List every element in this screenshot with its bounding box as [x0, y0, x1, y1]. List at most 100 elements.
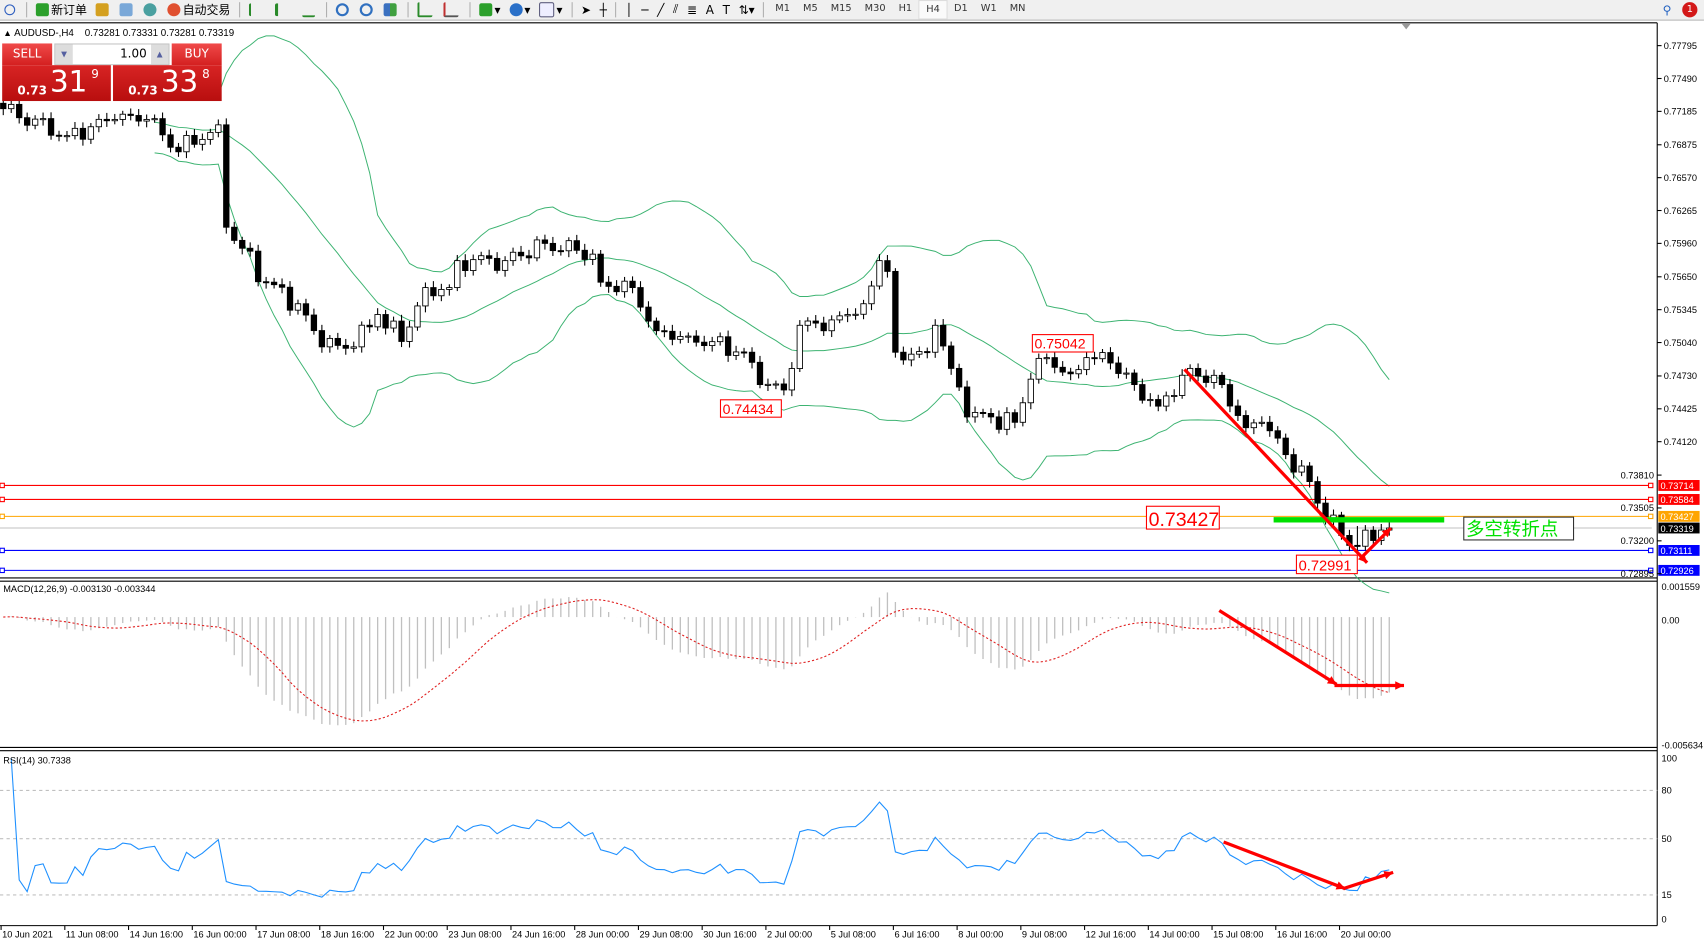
- candle: [1107, 352, 1114, 364]
- periods-button[interactable]: ▾: [505, 1, 535, 18]
- tile-windows-button[interactable]: [379, 1, 403, 18]
- zoom-in-button[interactable]: [331, 1, 355, 18]
- crosshair-button[interactable]: ┼: [595, 1, 611, 18]
- templates-button[interactable]: ▾: [535, 1, 567, 18]
- candle: [79, 127, 87, 140]
- candle: [828, 319, 835, 332]
- timeframe-mn[interactable]: MN: [1009, 3, 1026, 15]
- auto-trading-button[interactable]: 自动交易: [163, 1, 235, 18]
- sell-button[interactable]: SELL: [2, 43, 53, 66]
- candle: [661, 330, 668, 333]
- candle: [486, 255, 493, 259]
- candle: [143, 119, 150, 122]
- candle: [637, 287, 644, 308]
- candle: [1306, 465, 1313, 482]
- separator: [239, 2, 241, 18]
- macd-signal-line: [3, 599, 1390, 722]
- horizontal-line-button[interactable]: ─: [637, 1, 653, 18]
- timeframe-d1[interactable]: D1: [954, 3, 968, 15]
- candle: [215, 124, 222, 133]
- candle: [1003, 412, 1011, 430]
- new-order-button[interactable]: 新订单: [32, 1, 92, 18]
- timeframe-m15[interactable]: M15: [830, 3, 852, 15]
- candle: [24, 117, 31, 126]
- text-icon: A: [705, 2, 714, 17]
- time-tick-label: 14 Jul 00:00: [1149, 930, 1199, 940]
- candle: [111, 119, 118, 122]
- zoom-out-button[interactable]: [355, 1, 379, 18]
- candle: [223, 124, 230, 228]
- candle: [549, 242, 557, 252]
- line-handle[interactable]: [0, 496, 5, 503]
- candle: [1218, 374, 1226, 386]
- candle: [310, 314, 318, 332]
- candle: [438, 289, 445, 297]
- search-icon[interactable]: ⚲: [1662, 2, 1672, 17]
- line-handle[interactable]: [1647, 547, 1654, 554]
- line-chart-button[interactable]: [298, 1, 322, 18]
- collapse-arrow-icon[interactable]: ▲: [3, 28, 12, 38]
- timeframe-m30[interactable]: M30: [864, 3, 886, 15]
- pivot-text-box: [1463, 516, 1575, 541]
- bar-chart-icon: [248, 3, 264, 17]
- line-handle[interactable]: [0, 567, 5, 574]
- candle: [382, 314, 389, 329]
- timeframe-h1[interactable]: H1: [898, 3, 913, 15]
- clock-icon: [509, 3, 523, 17]
- zoom-tool-button[interactable]: [0, 1, 22, 18]
- autoscroll-button[interactable]: [413, 1, 439, 18]
- candle: [8, 103, 15, 110]
- market-watch-button[interactable]: [91, 1, 115, 18]
- candle: [270, 281, 278, 286]
- line-handle[interactable]: [1647, 567, 1654, 574]
- vertical-line-button[interactable]: │: [621, 1, 637, 18]
- candle: [517, 251, 525, 257]
- candlestick-button[interactable]: [271, 1, 298, 18]
- lot-decrease-icon[interactable]: ▼: [55, 44, 73, 65]
- buy-price-button[interactable]: 0.73 33 8: [113, 65, 222, 102]
- lot-stepper[interactable]: ▼ 1.00 ▲: [54, 43, 170, 66]
- line-handle[interactable]: [0, 547, 5, 554]
- trendline-button[interactable]: ╱: [653, 1, 669, 18]
- line-handle[interactable]: [0, 513, 5, 520]
- price-label-box: [1658, 494, 1700, 505]
- candle: [1123, 372, 1130, 375]
- fibonacci-button[interactable]: ≣: [683, 1, 702, 18]
- buy-button[interactable]: BUY: [171, 43, 222, 66]
- timeframe-w1[interactable]: W1: [980, 3, 997, 15]
- candle: [884, 260, 891, 272]
- chart-shift-button[interactable]: [439, 1, 465, 18]
- arrows-button[interactable]: ⇅ ▾: [738, 2, 755, 17]
- high-price-label: 0.75042: [1035, 336, 1086, 352]
- chart-shift-marker[interactable]: [1401, 23, 1411, 30]
- price-tick-label: 0.76875: [1664, 140, 1697, 150]
- lot-input[interactable]: 1.00: [72, 44, 152, 65]
- candle: [478, 255, 485, 261]
- line-handle[interactable]: [1647, 513, 1654, 520]
- macd-arrow-down[interactable]: [1218, 609, 1338, 686]
- timeframe-m5[interactable]: M5: [803, 3, 818, 15]
- sell-price-button[interactable]: 0.73 31 9: [2, 65, 111, 102]
- bar-chart-button[interactable]: [245, 1, 271, 18]
- lot-increase-icon[interactable]: ▲: [151, 44, 169, 65]
- cursor-button[interactable]: ➤: [577, 1, 596, 18]
- navigator-button[interactable]: [115, 1, 139, 18]
- text-button[interactable]: A: [701, 1, 718, 18]
- text-label-button[interactable]: T: [718, 1, 734, 18]
- chart-background: [0, 22, 1704, 943]
- rsi-arrow-down[interactable]: [1223, 840, 1346, 891]
- line-handle[interactable]: [1647, 482, 1654, 489]
- timeframe-h4[interactable]: H4: [918, 0, 948, 20]
- sell-price-big: 31: [49, 65, 88, 99]
- candle: [509, 251, 517, 262]
- line-handle[interactable]: [0, 482, 5, 489]
- candle: [1370, 529, 1377, 541]
- notification-badge[interactable]: 1: [1682, 2, 1698, 18]
- signals-button[interactable]: [139, 1, 163, 18]
- trend-arrow-down[interactable]: [1183, 368, 1369, 564]
- timeframe-m1[interactable]: M1: [775, 3, 790, 15]
- indicators-button[interactable]: ▾: [475, 1, 505, 18]
- channel-button[interactable]: ⫽: [669, 1, 683, 18]
- line-handle[interactable]: [1647, 496, 1654, 503]
